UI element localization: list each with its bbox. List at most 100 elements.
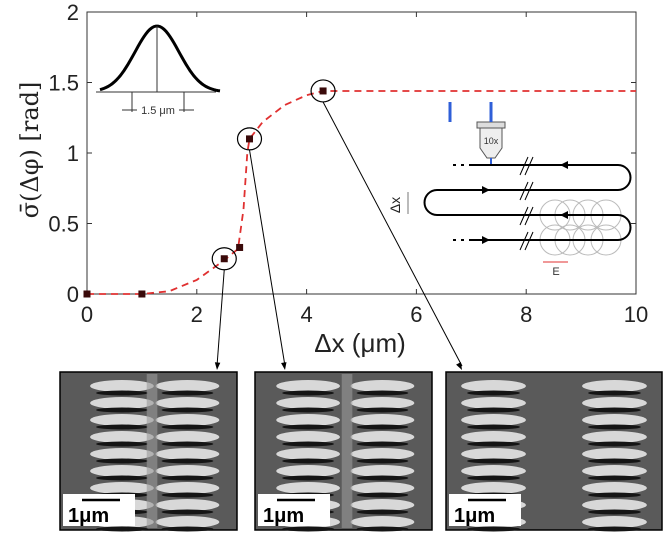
sem-ridge — [155, 448, 220, 460]
sem-groove — [96, 526, 148, 532]
sem-ridge — [350, 448, 415, 460]
polarization-label: E — [552, 266, 559, 278]
x-axis-label: Δx (μm) — [314, 328, 406, 358]
sem-ridge — [582, 482, 647, 494]
sem-groove — [282, 390, 334, 396]
sem-groove — [282, 475, 334, 481]
sem-ridge — [155, 499, 220, 511]
y-tick-label: 0.5 — [48, 212, 79, 237]
sem-groove — [96, 390, 148, 396]
fit-curve — [87, 90, 636, 295]
sem-groove — [96, 424, 148, 430]
sem-groove — [161, 458, 214, 464]
scale-bar-label: 1μm — [454, 505, 495, 527]
sem-groove — [356, 407, 409, 413]
sem-groove — [282, 441, 334, 447]
y-tick-label: 0 — [67, 282, 79, 307]
x-tick-label: 0 — [81, 302, 93, 327]
sem-groove — [588, 475, 641, 481]
y-axis-label: σ̄(Δφ) [rad] — [16, 82, 44, 219]
sem-ridge — [461, 397, 526, 409]
data-points — [83, 79, 336, 298]
sem-groove — [161, 424, 214, 430]
callout-arrowhead — [214, 362, 221, 370]
x-tick-label: 2 — [191, 302, 203, 327]
data-point — [220, 255, 228, 263]
y-tick-label: 1.5 — [48, 71, 79, 96]
sem-groove — [282, 407, 334, 413]
sem-ridge — [276, 397, 340, 409]
data-point — [319, 87, 327, 95]
sem-ridge — [90, 465, 154, 477]
sem-groove — [161, 492, 214, 498]
sem-groove — [467, 526, 520, 532]
sem-ridge — [582, 414, 647, 426]
y-tick-label: 1 — [67, 141, 79, 166]
sem-groove — [161, 526, 214, 532]
sem-ridge — [350, 380, 415, 392]
scale-bar-label: 1μm — [68, 505, 109, 527]
sem-ridge — [350, 516, 415, 528]
callout-line — [322, 101, 463, 367]
sem-groove — [588, 407, 641, 413]
sem-groove — [356, 390, 409, 396]
x-tick-label: 8 — [520, 302, 532, 327]
sem-groove — [282, 526, 334, 532]
sem-groove — [96, 458, 148, 464]
sem-groove — [588, 492, 641, 498]
sem-ridge — [350, 397, 415, 409]
y-tick-label: 2 — [67, 0, 79, 25]
callouts — [214, 101, 463, 370]
sem-image: 1μm — [254, 371, 433, 532]
sem-groove — [588, 526, 641, 532]
sem-groove — [161, 407, 214, 413]
callout-line — [216, 269, 225, 367]
objective-label: 10x — [484, 136, 499, 146]
data-point — [138, 290, 146, 298]
axes: 0 2 4 6 8 10 0 0.5 1 1.5 2 — [48, 0, 648, 327]
sem-groove — [467, 407, 520, 413]
sem-ridge — [155, 482, 220, 494]
sem-ridge — [155, 414, 220, 426]
sem-image: 1μm — [445, 371, 663, 532]
sem-ridge — [276, 482, 340, 494]
scale-bar-label: 1μm — [263, 505, 304, 527]
data-point — [246, 135, 254, 143]
sem-ridge — [90, 380, 154, 392]
sem-ridge — [155, 380, 220, 392]
sem-groove — [161, 475, 214, 481]
callout-arrowhead — [281, 362, 287, 370]
sem-groove — [356, 441, 409, 447]
sem-ridge — [276, 465, 340, 477]
sem-groove — [161, 509, 214, 515]
sem-ridge — [461, 482, 526, 494]
sem-ridge — [582, 380, 647, 392]
sem-groove — [467, 475, 520, 481]
sem-ridge — [90, 448, 154, 460]
sem-groove — [467, 458, 520, 464]
sem-ridge — [276, 431, 340, 443]
sem-ridge — [582, 448, 647, 460]
sem-ridge — [461, 448, 526, 460]
gaussian-width-label: 1.5 μm — [141, 105, 175, 117]
sem-groove — [356, 509, 409, 515]
sem-images: 1μm 1μm 1μm — [59, 371, 663, 532]
sem-ridge — [461, 414, 526, 426]
sem-ridge — [350, 414, 415, 426]
sem-groove — [467, 441, 520, 447]
sem-ridge — [155, 516, 220, 528]
sem-groove — [467, 390, 520, 396]
sem-groove — [161, 390, 214, 396]
sem-ridge — [276, 448, 340, 460]
x-tick-label: 10 — [624, 302, 648, 327]
callout-arrowhead — [456, 362, 462, 370]
sem-ridge — [582, 499, 647, 511]
sem-groove — [96, 407, 148, 413]
sem-groove — [282, 458, 334, 464]
sem-groove — [588, 509, 641, 515]
gaussian-inset: 1.5 μm — [96, 24, 221, 117]
sem-groove — [356, 526, 409, 532]
sem-ridge — [582, 431, 647, 443]
sem-ridge — [461, 465, 526, 477]
